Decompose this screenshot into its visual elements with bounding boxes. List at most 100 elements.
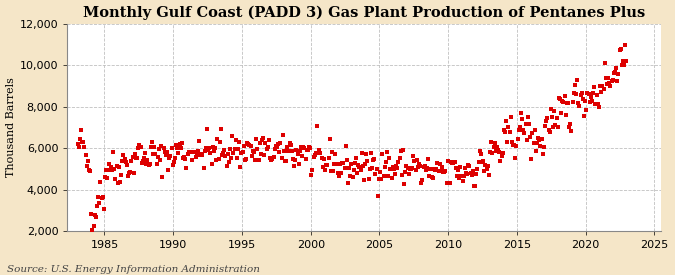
- Point: [540, 124, 551, 128]
- Point: [449, 160, 460, 164]
- Point: [453, 168, 464, 173]
- Point: [100, 175, 111, 179]
- Point: [176, 141, 187, 145]
- Point: [227, 134, 238, 138]
- Point: [547, 125, 558, 130]
- Point: [551, 116, 562, 120]
- Point: [171, 143, 182, 147]
- Point: [491, 145, 502, 149]
- Point: [80, 152, 91, 157]
- Point: [565, 122, 576, 126]
- Point: [207, 145, 218, 149]
- Point: [408, 154, 418, 158]
- Point: [105, 165, 116, 169]
- Point: [510, 156, 520, 160]
- Point: [501, 119, 512, 123]
- Point: [353, 163, 364, 167]
- Point: [218, 150, 229, 155]
- Point: [580, 99, 591, 103]
- Point: [362, 159, 373, 163]
- Point: [618, 59, 628, 63]
- Text: Source: U.S. Energy Information Administration: Source: U.S. Energy Information Administ…: [7, 265, 260, 274]
- Point: [381, 150, 392, 154]
- Point: [606, 78, 617, 83]
- Point: [248, 149, 259, 154]
- Point: [431, 167, 441, 171]
- Point: [321, 163, 331, 167]
- Point: [157, 175, 168, 179]
- Point: [260, 141, 271, 145]
- Point: [404, 172, 414, 176]
- Point: [110, 177, 121, 182]
- Point: [215, 127, 226, 131]
- Point: [512, 137, 523, 141]
- Point: [230, 138, 241, 142]
- Point: [126, 158, 137, 163]
- Point: [593, 104, 604, 109]
- Point: [587, 98, 597, 103]
- Point: [440, 168, 451, 173]
- Point: [235, 164, 246, 169]
- Point: [250, 158, 261, 162]
- Point: [130, 155, 141, 160]
- Point: [172, 145, 183, 150]
- Point: [604, 81, 615, 85]
- Point: [332, 171, 343, 175]
- Point: [557, 99, 568, 103]
- Point: [511, 144, 522, 148]
- Point: [202, 148, 213, 153]
- Point: [251, 137, 262, 141]
- Point: [277, 133, 288, 137]
- Point: [500, 130, 510, 134]
- Point: [163, 168, 173, 172]
- Point: [480, 163, 491, 167]
- Point: [599, 61, 610, 65]
- Point: [244, 142, 255, 147]
- Point: [298, 145, 308, 149]
- Point: [514, 125, 525, 129]
- Point: [220, 154, 231, 159]
- Point: [582, 91, 593, 95]
- Point: [192, 149, 203, 153]
- Point: [135, 145, 146, 149]
- Point: [150, 152, 161, 156]
- Point: [143, 163, 154, 167]
- Point: [356, 151, 367, 155]
- Point: [455, 165, 466, 169]
- Point: [191, 152, 202, 156]
- Point: [521, 138, 532, 142]
- Point: [271, 144, 282, 149]
- Point: [417, 177, 428, 182]
- Point: [421, 167, 431, 172]
- Point: [396, 148, 406, 153]
- Point: [207, 161, 217, 166]
- Point: [601, 82, 612, 86]
- Point: [214, 140, 225, 144]
- Point: [146, 139, 157, 144]
- Point: [187, 158, 198, 162]
- Point: [424, 174, 435, 178]
- Point: [470, 184, 481, 188]
- Point: [343, 181, 354, 185]
- Point: [335, 161, 346, 166]
- Point: [376, 177, 387, 181]
- Point: [541, 119, 551, 123]
- Point: [573, 101, 584, 105]
- Point: [72, 142, 83, 146]
- Point: [219, 147, 230, 152]
- Point: [107, 168, 117, 172]
- Point: [212, 137, 223, 141]
- Point: [234, 140, 244, 144]
- Point: [94, 201, 105, 205]
- Point: [385, 167, 396, 171]
- Point: [578, 97, 589, 101]
- Point: [223, 160, 234, 164]
- Point: [370, 172, 381, 176]
- Point: [387, 165, 398, 170]
- Point: [506, 140, 517, 144]
- Point: [496, 154, 507, 158]
- Point: [375, 170, 385, 175]
- Point: [261, 147, 272, 151]
- Point: [489, 141, 500, 145]
- Point: [179, 155, 190, 159]
